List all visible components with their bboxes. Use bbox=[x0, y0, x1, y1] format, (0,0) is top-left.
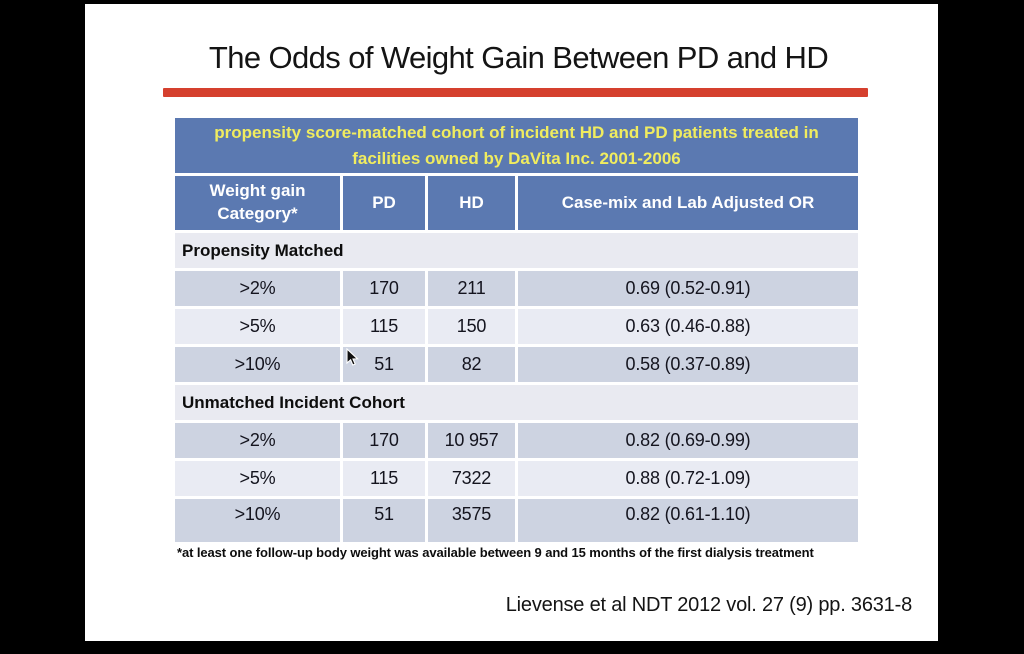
section-header-row: Propensity Matched bbox=[175, 233, 858, 268]
column-header-category: Weight gain Category* bbox=[175, 176, 340, 230]
table-row: >5% 115 7322 0.88 (0.72-1.09) bbox=[175, 461, 858, 496]
table-header-row: Weight gain Category* PD HD Case-mix and… bbox=[175, 176, 858, 230]
column-header-pd: PD bbox=[343, 176, 425, 230]
cell-category: >10% bbox=[175, 347, 340, 382]
cell-pd: 51 bbox=[343, 347, 425, 382]
table-row: >5% 115 150 0.63 (0.46-0.88) bbox=[175, 309, 858, 344]
cell-or: 0.88 (0.72-1.09) bbox=[518, 461, 858, 496]
table-row: >10% 51 82 0.58 (0.37-0.89) bbox=[175, 347, 858, 382]
cell-category: >2% bbox=[175, 423, 340, 458]
title-divider bbox=[163, 88, 868, 97]
cell-or: 0.82 (0.69-0.99) bbox=[518, 423, 858, 458]
cell-category: >5% bbox=[175, 461, 340, 496]
results-table: propensity score-matched cohort of incid… bbox=[175, 118, 858, 542]
cell-hd: 211 bbox=[428, 271, 515, 306]
cell-pd: 170 bbox=[343, 423, 425, 458]
table-banner-text: propensity score-matched cohort of incid… bbox=[214, 123, 819, 168]
cell-pd: 115 bbox=[343, 461, 425, 496]
column-header-or: Case-mix and Lab Adjusted OR bbox=[518, 176, 858, 230]
cell-hd: 3575 bbox=[428, 499, 515, 542]
table-banner: propensity score-matched cohort of incid… bbox=[175, 118, 858, 173]
cell-or: 0.69 (0.52-0.91) bbox=[518, 271, 858, 306]
slide: The Odds of Weight Gain Between PD and H… bbox=[85, 4, 938, 641]
cell-hd: 150 bbox=[428, 309, 515, 344]
table-row: >10% 51 3575 0.82 (0.61-1.10) bbox=[175, 499, 858, 542]
cell-pd: 51 bbox=[343, 499, 425, 542]
table-row: >2% 170 10 957 0.82 (0.69-0.99) bbox=[175, 423, 858, 458]
cell-hd: 7322 bbox=[428, 461, 515, 496]
section-header-row: Unmatched Incident Cohort bbox=[175, 385, 858, 420]
cell-category: >2% bbox=[175, 271, 340, 306]
cell-category: >5% bbox=[175, 309, 340, 344]
slide-title: The Odds of Weight Gain Between PD and H… bbox=[208, 40, 829, 75]
cell-or: 0.63 (0.46-0.88) bbox=[518, 309, 858, 344]
cell-hd: 82 bbox=[428, 347, 515, 382]
cell-category: >10% bbox=[175, 499, 340, 542]
cell-or: 0.82 (0.61-1.10) bbox=[518, 499, 858, 542]
cell-pd: 115 bbox=[343, 309, 425, 344]
cell-pd: 170 bbox=[343, 271, 425, 306]
footnote: *at least one follow-up body weight was … bbox=[177, 545, 814, 560]
cell-hd: 10 957 bbox=[428, 423, 515, 458]
cell-or: 0.58 (0.37-0.89) bbox=[518, 347, 858, 382]
column-header-hd: HD bbox=[428, 176, 515, 230]
table-body: Propensity Matched >2% 170 211 0.69 (0.52-0.… bbox=[175, 233, 858, 542]
citation: Lievense et al NDT 2012 vol. 27 (9) pp. … bbox=[505, 594, 912, 616]
table-row: >2% 170 211 0.69 (0.52-0.91) bbox=[175, 271, 858, 306]
